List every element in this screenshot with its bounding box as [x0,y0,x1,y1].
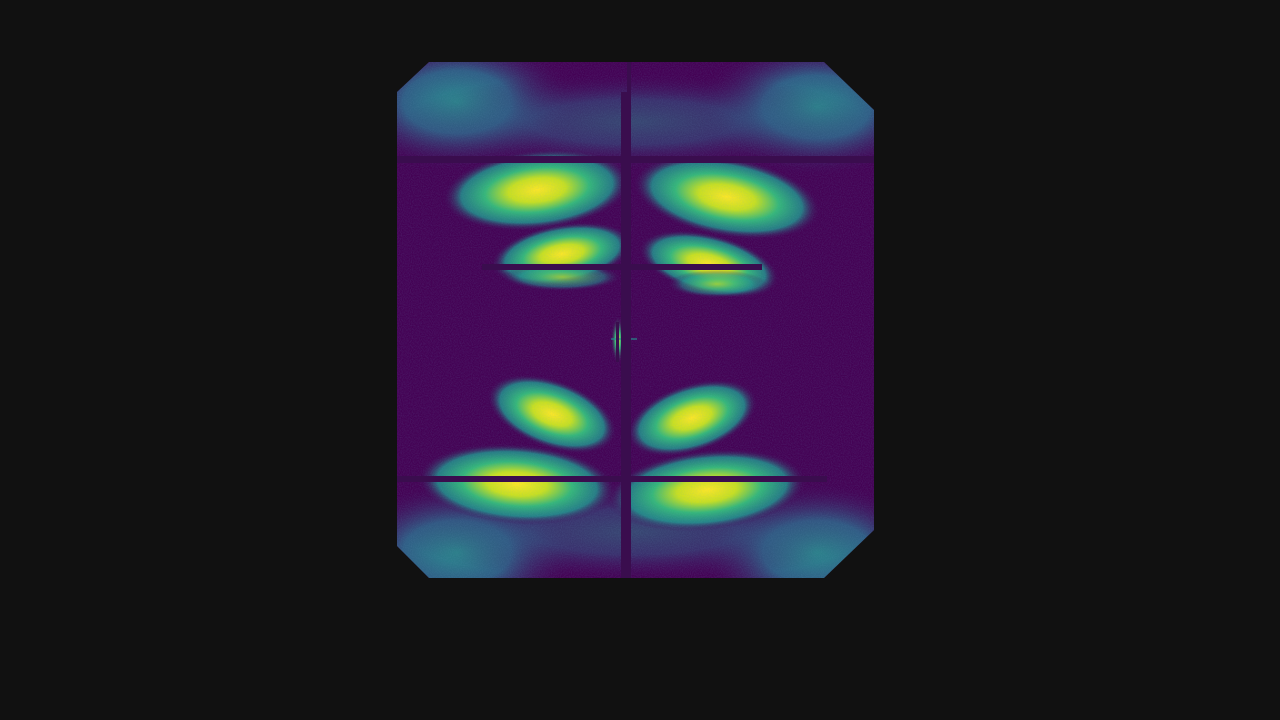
diffraction-pattern-image [397,62,874,578]
